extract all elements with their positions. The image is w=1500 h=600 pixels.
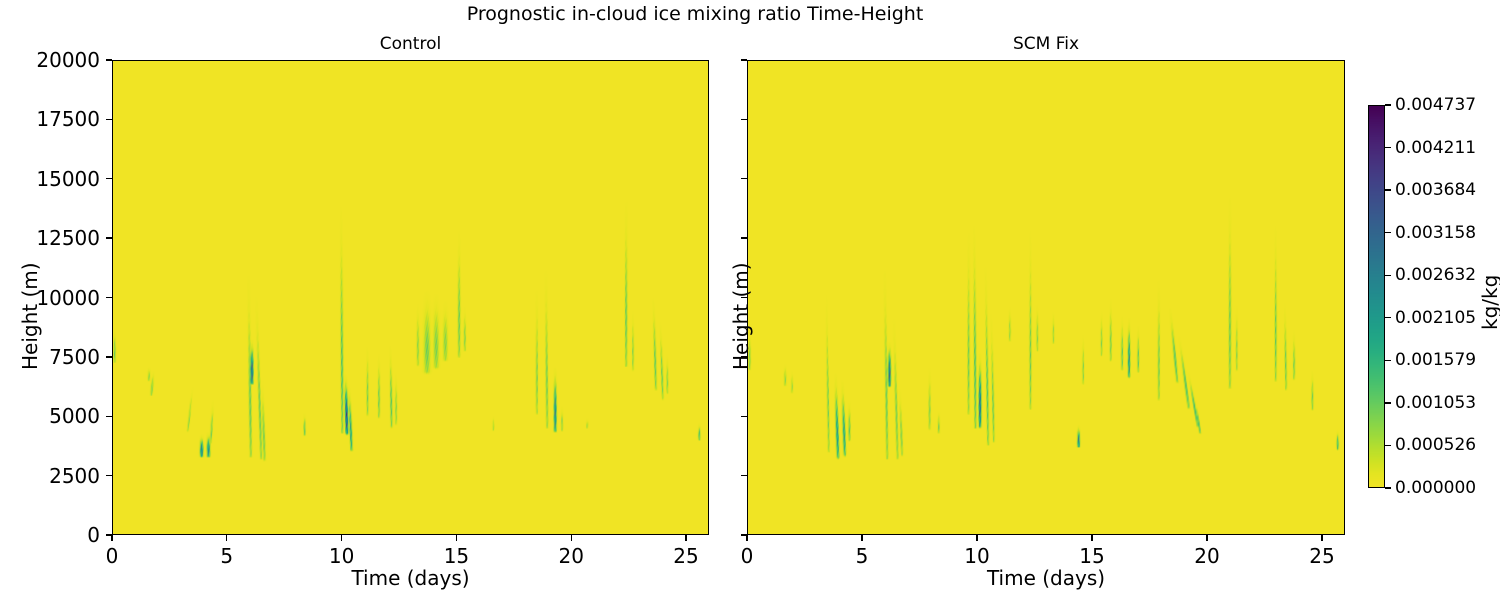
colorbar-tick [1385,104,1391,106]
y-tick-scm-fix [741,415,747,417]
subplot-title-control: Control [379,34,442,54]
y-tick-control [106,415,112,417]
y-tick-label-control: 12500 [36,226,100,251]
x-tick-control [570,535,572,541]
y-tick-scm-fix [741,178,747,180]
heatmap-panel-control [112,60,709,535]
x-tick-scm-fix [1091,535,1093,541]
colorbar-tick-label: 0.002105 [1395,307,1477,328]
colorbar-tick-label: 0.001579 [1395,350,1477,371]
x-tick-label-scm-fix: 5 [855,544,869,568]
y-tick-label-control: 20000 [36,48,100,72]
colorbar-tick [1385,359,1391,361]
y-tick-control [106,356,112,358]
colorbar-tick-label: 0.004211 [1395,137,1477,158]
x-tick-control [340,535,343,541]
colorbar-tick-label: 0.002632 [1395,265,1477,286]
colorbar-tick [1385,402,1391,404]
y-tick-scm-fix [741,237,747,239]
y-tick-label-control: 15000 [36,166,100,191]
y-tick-control [106,296,112,299]
colorbar-tick-label: 0.003684 [1395,180,1477,201]
x-tick-scm-fix [976,535,978,541]
x-tick-label-control: 10 [328,544,355,568]
x-tick-control [111,535,113,541]
colorbar-tick [1385,317,1391,319]
x-tick-scm-fix [1321,535,1323,541]
x-axis-label-scm-fix: Time (days) [986,566,1106,590]
colorbar-tick-label: 0.000526 [1395,435,1477,456]
colorbar-tick-label: 0.000000 [1395,478,1477,498]
x-tick-label-scm-fix: 20 [1194,544,1220,568]
x-axis-label-control: Time (days) [351,566,470,590]
subplot-title-scm-fix: SCM Fix [1012,34,1080,54]
y-tick-label-control: 10000 [36,285,100,310]
y-tick-control [106,178,112,180]
x-tick-control [455,535,458,541]
y-tick-control [106,534,112,536]
colorbar-tick [1385,444,1391,447]
colorbar-tick-label: 0.001053 [1395,392,1477,413]
y-tick-control [106,118,112,121]
colorbar-label: kg/kg [1478,274,1500,330]
x-tick-control [226,535,228,541]
colorbar-tick-label: 0.003158 [1395,222,1477,243]
colorbar-tick [1385,189,1391,191]
y-tick-label-control: 0 [87,523,100,547]
x-tick-control [685,535,687,541]
colorbar-tick [1385,232,1391,234]
figure-title: Prognostic in-cloud ice mixing ratio Tim… [466,3,924,25]
x-tick-label-control: 15 [443,544,470,568]
colorbar-tick [1385,487,1391,489]
x-tick-scm-fix [1206,535,1208,541]
y-tick-control [106,474,112,477]
y-tick-scm-fix [741,356,747,358]
colorbar-tick [1385,146,1391,149]
x-tick-label-scm-fix: 0 [740,544,754,568]
x-tick-label-scm-fix: 15 [1079,544,1105,568]
heatmap-panel-scm-fix [747,60,1345,535]
x-tick-label-scm-fix: 10 [964,544,990,568]
x-tick-scm-fix [861,535,863,541]
y-tick-scm-fix [741,474,747,477]
x-tick-label-scm-fix: 25 [1309,544,1335,568]
y-tick-scm-fix [741,296,747,299]
y-axis-label-scm-fix: Height (m) [729,262,753,370]
x-tick-scm-fix [746,535,748,541]
y-tick-control [106,237,112,239]
colorbar [1368,105,1385,488]
x-tick-label-control: 25 [673,544,699,568]
y-axis-label-control: Height (m) [18,262,42,370]
x-tick-label-control: 20 [558,544,584,568]
y-tick-scm-fix [741,534,747,536]
colorbar-tick-label: 0.004737 [1395,95,1477,115]
colorbar-tick [1385,274,1391,276]
x-tick-label-control: 5 [220,544,234,568]
y-tick-control [106,59,112,61]
y-tick-label-control: 7500 [49,344,100,369]
y-tick-label-control: 17500 [36,107,100,132]
x-tick-label-control: 0 [105,544,119,568]
y-tick-scm-fix [741,118,747,121]
y-tick-scm-fix [741,59,747,61]
y-tick-label-control: 2500 [49,463,100,488]
y-tick-label-control: 5000 [49,404,100,429]
